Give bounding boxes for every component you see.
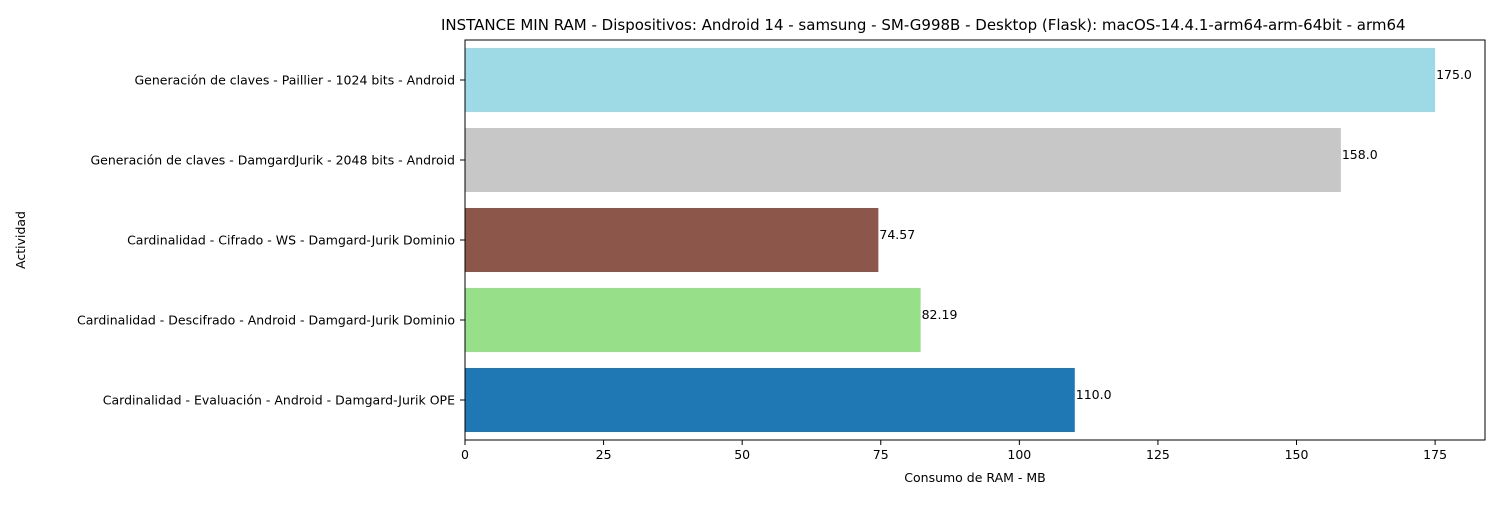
x-tick-label: 150 — [1285, 447, 1309, 462]
x-axis: 0 25 50 75 100 125 150 175 — [461, 440, 1447, 462]
x-tick-label: 25 — [596, 447, 612, 462]
x-tick-label: 100 — [1007, 447, 1031, 462]
bar — [465, 208, 879, 272]
plot-frame — [464, 39, 1486, 441]
y-axis: Generación de claves - Paillier - 1024 b… — [77, 73, 465, 408]
x-tick-label: 0 — [461, 447, 469, 462]
value-label: 110.0 — [1076, 387, 1112, 402]
x-axis-label: Consumo de RAM - MB — [904, 470, 1045, 485]
x-tick-label: 75 — [873, 447, 889, 462]
y-tick-label: Generación de claves - DamgardJurik - 20… — [90, 153, 455, 168]
value-label: 175.0 — [1436, 67, 1472, 82]
bars-layer — [465, 48, 1436, 432]
y-axis-label: Actividad — [13, 211, 28, 269]
y-tick-label: Cardinalidad - Descifrado - Android - Da… — [77, 313, 455, 328]
bar — [465, 368, 1075, 432]
x-tick-label: 50 — [734, 447, 750, 462]
y-tick-label: Cardinalidad - Cifrado - WS - Damgard-Ju… — [127, 233, 455, 248]
y-tick-label: Cardinalidad - Evaluación - Android - Da… — [103, 393, 455, 408]
bar — [465, 48, 1436, 112]
x-tick-label: 175 — [1423, 447, 1447, 462]
value-label: 158.0 — [1342, 147, 1378, 162]
x-tick-label: 125 — [1146, 447, 1170, 462]
bar — [465, 288, 921, 352]
bar — [465, 128, 1341, 192]
y-tick-label: Generación de claves - Paillier - 1024 b… — [134, 73, 455, 88]
value-labels-layer: 175.0 158.0 74.57 82.19 110.0 — [879, 67, 1472, 402]
chart-title: INSTANCE MIN RAM - Dispositivos: Android… — [441, 16, 1406, 34]
value-label: 82.19 — [922, 307, 958, 322]
value-label: 74.57 — [879, 227, 915, 242]
